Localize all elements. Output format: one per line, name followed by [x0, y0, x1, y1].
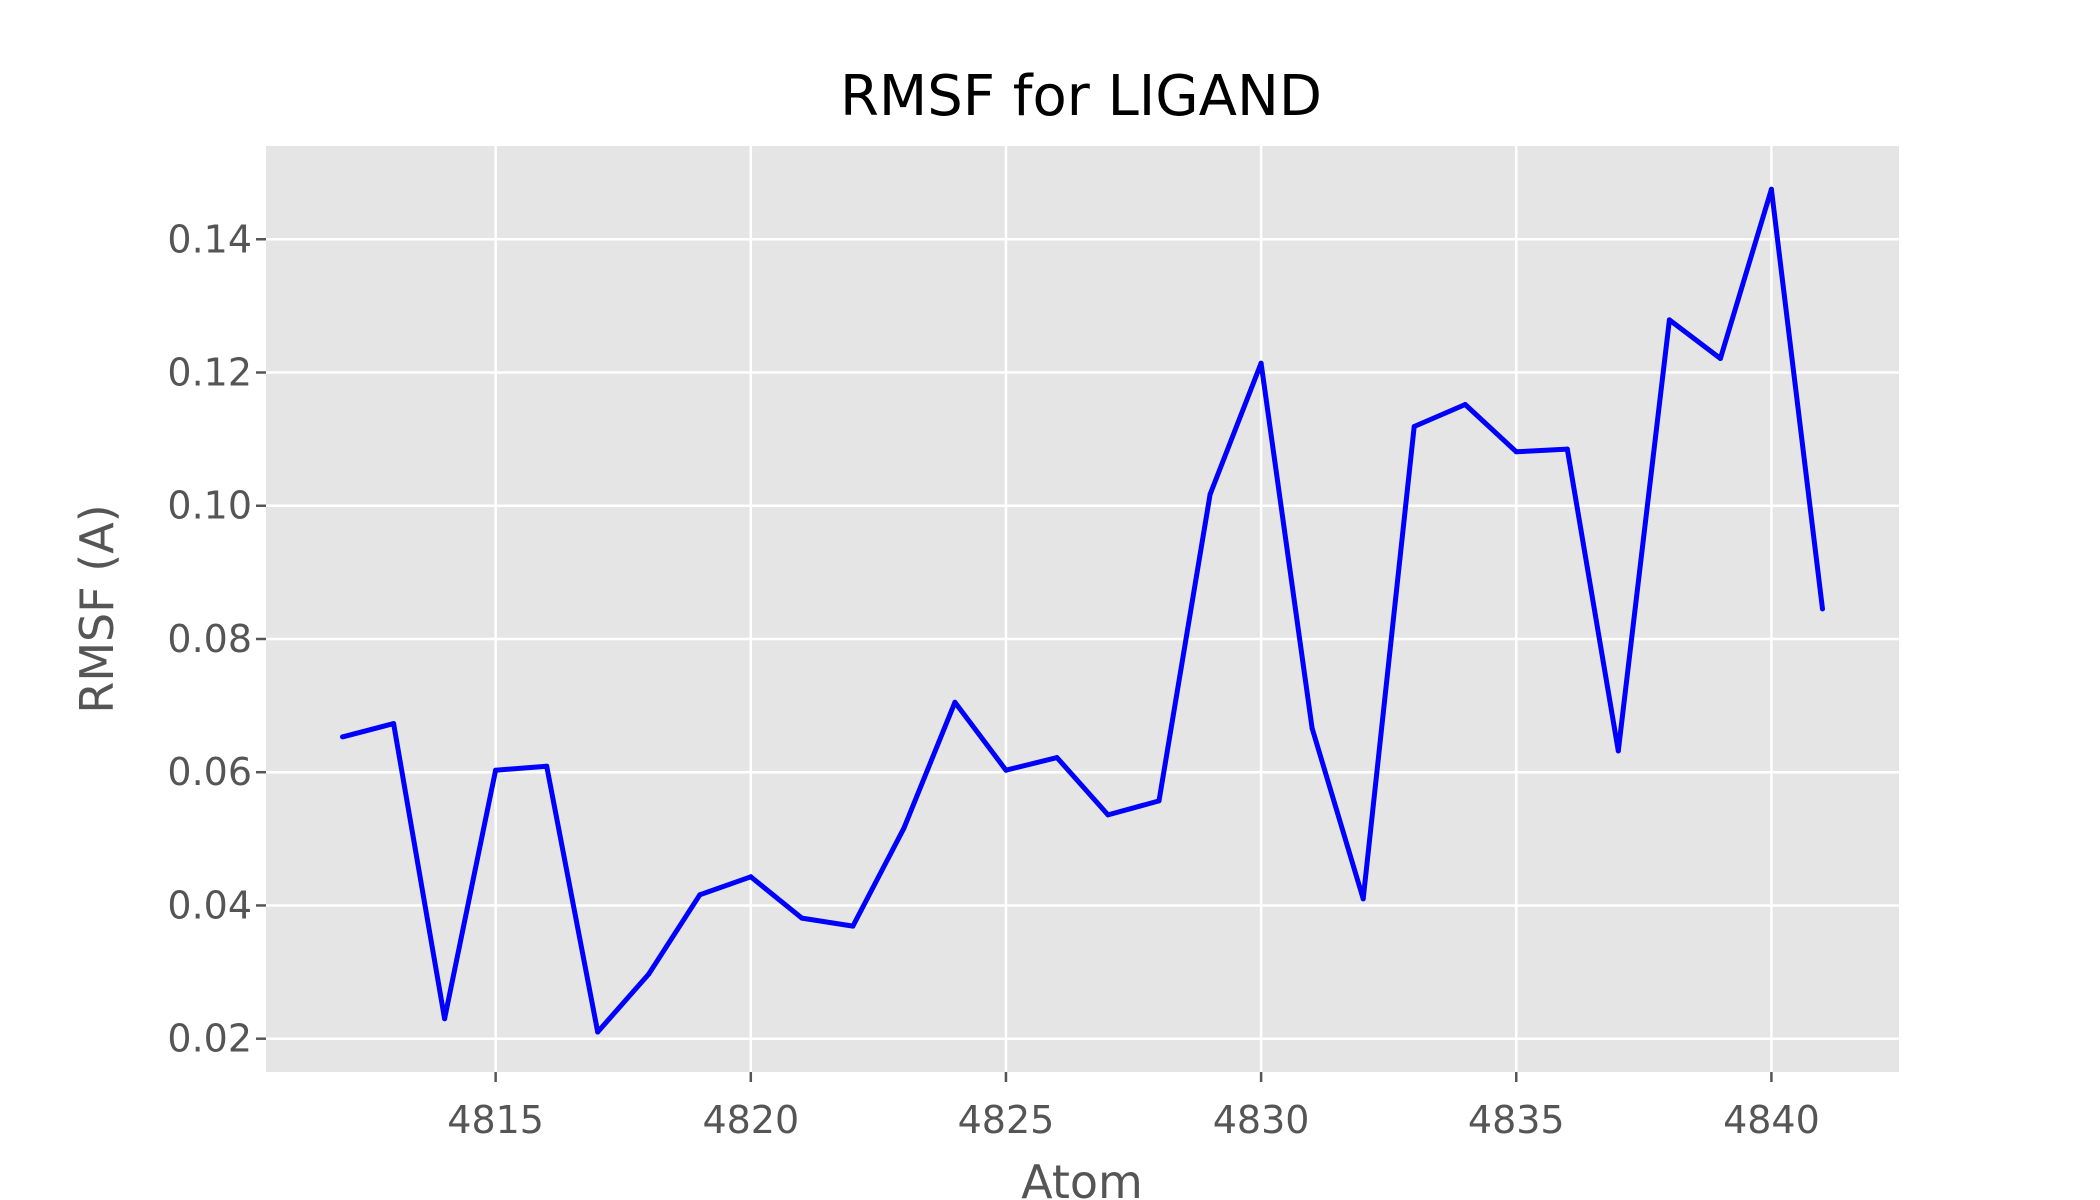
- data-point: [1105, 812, 1111, 818]
- y-tick-label: 0.14: [167, 217, 252, 261]
- data-point: [697, 892, 703, 898]
- data-point: [442, 1016, 448, 1022]
- y-axis-ticks: 0.02 0.04 0.06 0.08 0.10 0.12 0.14: [167, 217, 266, 1061]
- data-point: [1411, 424, 1417, 429]
- y-tick-label: 0.02: [167, 1017, 252, 1061]
- data-point: [1054, 755, 1060, 761]
- y-tick-label: 0.08: [167, 617, 252, 661]
- data-point: [340, 734, 345, 740]
- x-axis-label: Atom: [1021, 1155, 1143, 1200]
- data-point: [1156, 798, 1162, 804]
- data-point: [1615, 748, 1621, 754]
- x-tick-label: 4820: [702, 1098, 799, 1142]
- data-point: [1003, 767, 1009, 773]
- data-point: [1717, 356, 1723, 361]
- data-point: [544, 763, 550, 769]
- data-point: [901, 825, 907, 831]
- data-point: [1207, 491, 1213, 497]
- data-point: [1360, 896, 1366, 902]
- y-tick-label: 0.10: [167, 484, 252, 528]
- data-point: [1666, 317, 1672, 323]
- data-point: [850, 923, 856, 929]
- data-point: [493, 767, 499, 773]
- data-point: [1258, 360, 1264, 366]
- y-axis-label: RMSF (A): [70, 504, 124, 713]
- x-tick-label: 4815: [447, 1098, 544, 1142]
- data-point: [1820, 606, 1825, 612]
- series-line: [341, 186, 1825, 1035]
- x-axis-ticks: 4815 4820 4825 4830 4835 4840: [447, 1072, 1820, 1142]
- data-point: [1564, 446, 1570, 452]
- data-point: [1513, 449, 1519, 455]
- data-point: [748, 874, 754, 880]
- data-point: [1462, 402, 1468, 407]
- data-point: [1768, 186, 1774, 192]
- y-tick-label: 0.12: [167, 351, 252, 395]
- data-point: [1309, 725, 1315, 731]
- x-tick-label: 4835: [1468, 1098, 1565, 1142]
- y-tick-label: 0.04: [167, 883, 252, 927]
- data-point: [391, 721, 397, 727]
- plot-area: [266, 146, 1899, 1072]
- y-tick-label: 0.06: [167, 750, 252, 794]
- series-group: [340, 186, 1825, 1035]
- data-point: [595, 1029, 601, 1035]
- data-point: [952, 699, 958, 705]
- grid-lines: [266, 146, 1899, 1072]
- chart-title: RMSF for LIGAND: [840, 64, 1322, 129]
- x-tick-label: 4830: [1213, 1098, 1310, 1142]
- x-tick-label: 4840: [1723, 1098, 1820, 1142]
- x-tick-label: 4825: [958, 1098, 1055, 1142]
- data-point: [799, 915, 805, 921]
- data-point: [646, 971, 652, 977]
